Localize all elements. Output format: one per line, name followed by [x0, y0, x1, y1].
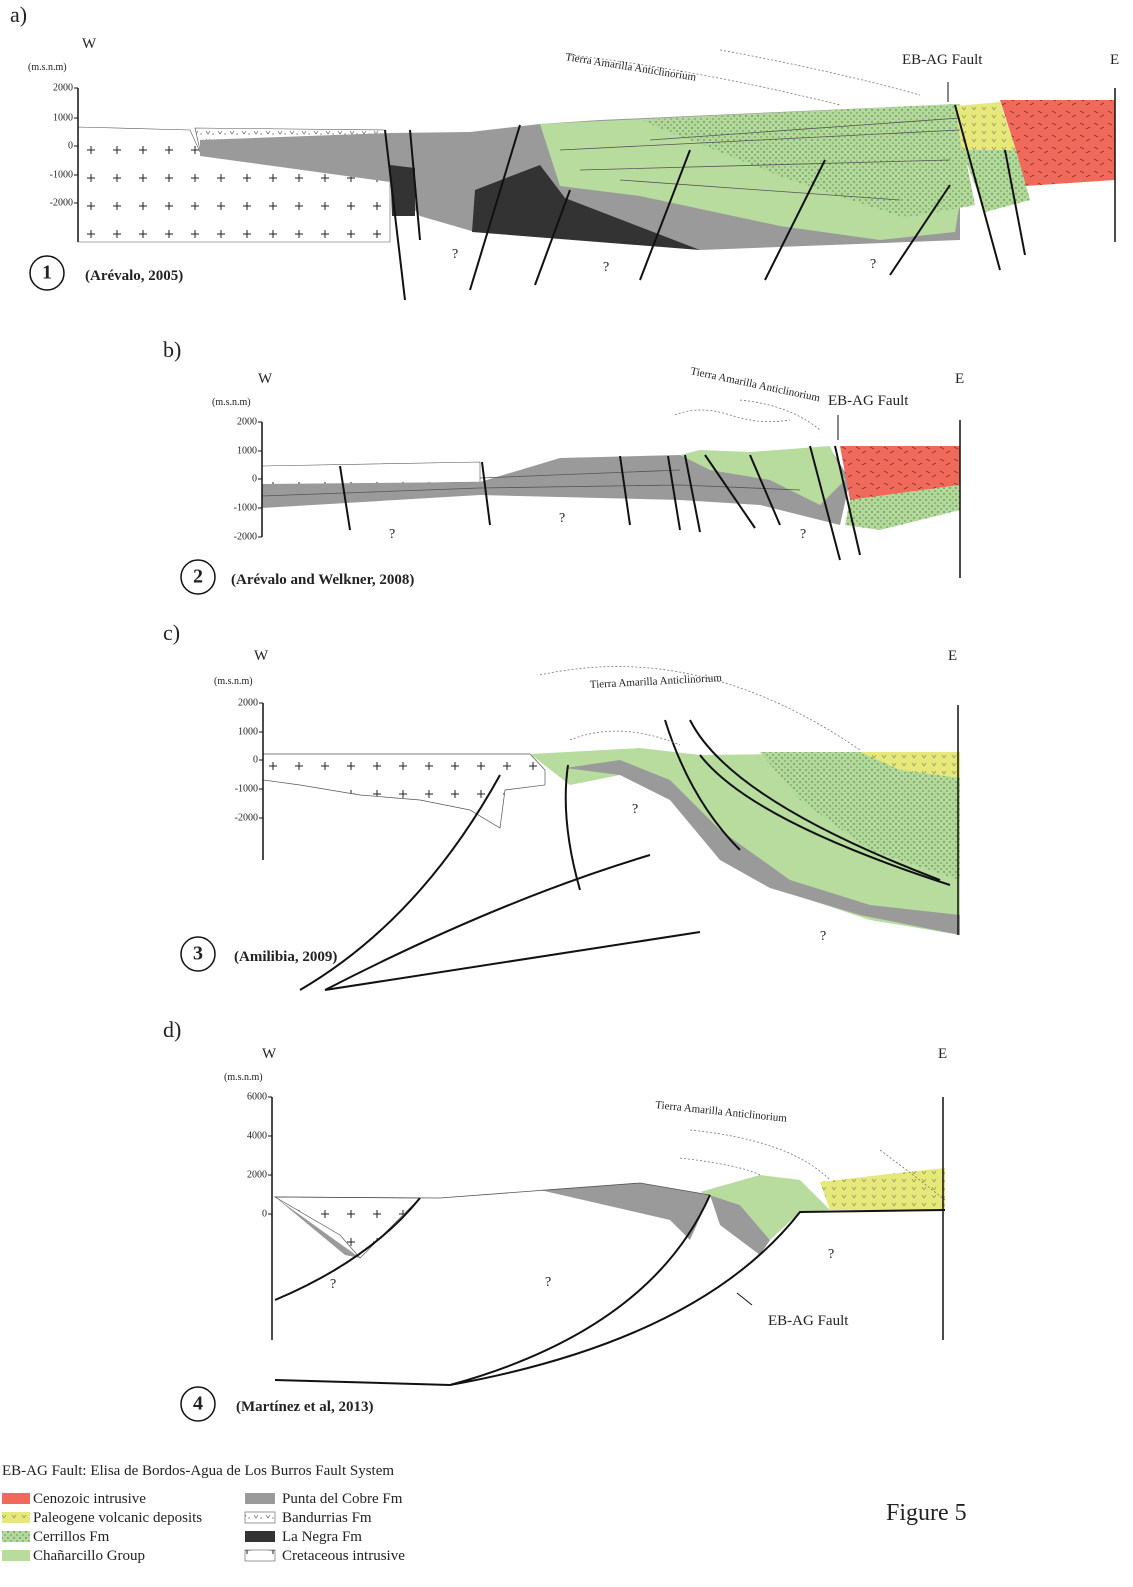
east-label: E — [948, 648, 957, 664]
fault-label: EB-AG Fault — [902, 52, 983, 68]
unknown-mark: ? — [389, 527, 395, 542]
legend-item: Cenozoic intrusive — [33, 1491, 146, 1507]
east-label: E — [1110, 52, 1119, 68]
axis-unit: (m.s.n.m) — [214, 676, 253, 687]
figure-caption: Figure 5 — [886, 1500, 967, 1526]
panel-label: d) — [163, 1017, 181, 1042]
fault-label: EB-AG Fault — [828, 393, 909, 409]
tick-label: -1000 — [50, 169, 73, 180]
unknown-mark: ? — [820, 929, 826, 944]
tick-label: 1000 — [237, 445, 257, 456]
unknown-mark: ? — [632, 802, 638, 817]
tick-label: 2000 — [53, 82, 73, 93]
tick-label: 0 — [68, 140, 73, 151]
section-c — [181, 667, 960, 990]
unknown-mark: ? — [870, 257, 876, 272]
fault-label: EB-AG Fault — [768, 1313, 849, 1329]
legend-item: Chañarcillo Group — [33, 1548, 145, 1564]
west-label: W — [258, 371, 273, 387]
unknown-mark: ? — [828, 1247, 834, 1262]
tick-label: 0 — [262, 1208, 267, 1219]
unknown-mark: ? — [603, 260, 609, 275]
axis-unit: (m.s.n.m) — [28, 62, 67, 73]
section-a — [30, 50, 1115, 300]
legend-item: Punta del Cobre Fm — [282, 1491, 403, 1507]
source-label: (Martínez et al, 2013) — [236, 1399, 373, 1415]
legend-note: EB-AG Fault: Elisa de Bordos-Agua de Los… — [2, 1463, 394, 1479]
legend-item: Bandurrias Fm — [282, 1510, 372, 1526]
source-label: (Arévalo and Welkner, 2008) — [231, 572, 414, 588]
west-label: W — [262, 1046, 277, 1062]
west-label: W — [82, 36, 97, 52]
tick-label: -2000 — [234, 531, 257, 542]
legend-item: Cretaceous intrusive — [282, 1548, 405, 1564]
legend-item: Paleogene volcanic deposits — [33, 1510, 202, 1526]
unknown-mark: ? — [545, 1275, 551, 1290]
section-number: 2 — [193, 566, 203, 588]
tick-label: -2000 — [235, 812, 258, 823]
figure: EB-AG Fault: Elisa de Bordos-Agua de Los… — [0, 0, 1133, 1587]
tick-label: 6000 — [247, 1091, 267, 1102]
unknown-mark: ? — [452, 247, 458, 262]
tick-label: 0 — [252, 473, 257, 484]
east-label: E — [938, 1046, 947, 1062]
anticlinorium-label: Tierra Amarilla Anticlinorium — [565, 51, 698, 84]
tick-label: -1000 — [235, 783, 258, 794]
west-label: W — [254, 648, 269, 664]
section-b — [181, 400, 960, 594]
anticlinorium-label: Tierra Amarilla Anticlinorium — [689, 365, 821, 404]
axis-unit: (m.s.n.m) — [224, 1072, 263, 1083]
panel-label: b) — [163, 337, 181, 362]
tick-label: 4000 — [247, 1130, 267, 1141]
section-number: 3 — [193, 943, 203, 965]
anticlinorium-label: Tierra Amarilla Anticlinorium — [655, 1099, 788, 1125]
tick-label: 2000 — [247, 1169, 267, 1180]
panel-label: a) — [10, 2, 27, 27]
section-number: 4 — [193, 1393, 203, 1415]
source-label: (Amilibia, 2009) — [234, 949, 337, 965]
tick-label: 0 — [253, 754, 258, 765]
unknown-mark: ? — [330, 1277, 336, 1292]
source-label: (Arévalo, 2005) — [85, 268, 183, 284]
panel-label: c) — [163, 620, 180, 645]
tick-label: -2000 — [50, 197, 73, 208]
legend-item: Cerrillos Fm — [33, 1529, 110, 1545]
east-label: E — [955, 371, 964, 387]
axis-unit: (m.s.n.m) — [212, 397, 251, 408]
tick-label: 1000 — [238, 726, 258, 737]
tick-label: 2000 — [238, 697, 258, 708]
unknown-mark: ? — [559, 511, 565, 526]
section-number: 1 — [42, 262, 52, 284]
tick-label: 2000 — [237, 416, 257, 427]
tick-label: 1000 — [53, 112, 73, 123]
anticlinorium-label: Tierra Amarilla Anticlinorium — [590, 672, 723, 691]
tick-label: -1000 — [234, 502, 257, 513]
unknown-mark: ? — [800, 527, 806, 542]
legend-item: La Negra Fm — [282, 1529, 362, 1545]
